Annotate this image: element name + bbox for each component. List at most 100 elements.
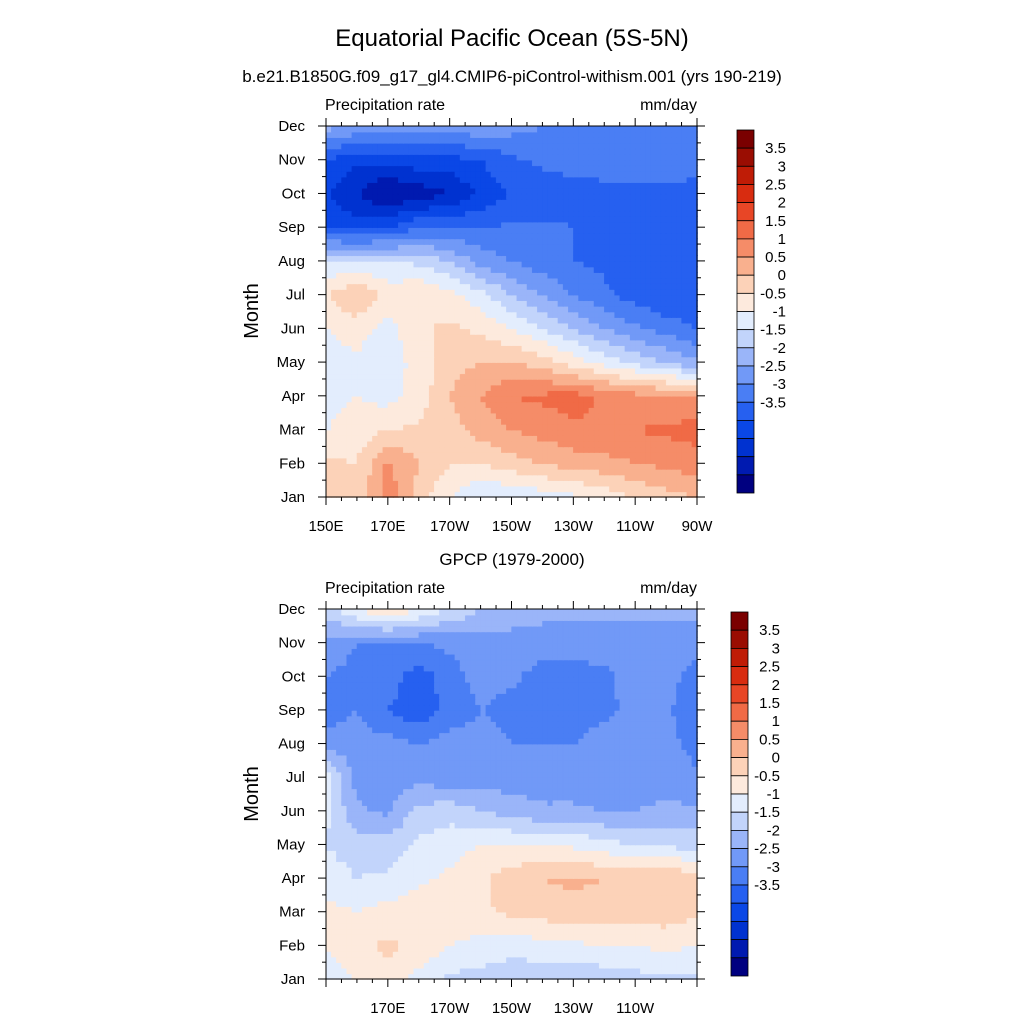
heatmap-cell <box>531 187 539 195</box>
heatmap-cell <box>660 243 667 251</box>
heatmap-cell <box>604 165 611 172</box>
heatmap-cell <box>336 474 343 481</box>
heatmap-cell <box>475 210 482 217</box>
heatmap-cell <box>490 266 497 273</box>
heatmap-cell <box>325 440 332 448</box>
heatmap-cell <box>531 260 539 268</box>
heatmap-cell <box>655 148 662 155</box>
heatmap-cell <box>681 283 688 290</box>
heatmap-cell <box>434 288 441 296</box>
x-tick-label: 90W <box>682 518 714 535</box>
heatmap-cell <box>356 328 363 335</box>
heatmap-cell <box>645 266 652 273</box>
heatmap-cell <box>377 300 384 307</box>
heatmap-cell <box>552 485 559 493</box>
heatmap-cell <box>686 159 693 167</box>
heatmap-cell <box>635 243 642 251</box>
heatmap-cell <box>470 429 477 436</box>
heatmap-cell <box>671 457 678 465</box>
heatmap-cell <box>526 361 533 369</box>
heatmap-cell <box>604 435 611 442</box>
heatmap-cell <box>372 457 379 465</box>
heatmap-cell <box>655 479 662 487</box>
heatmap-cell <box>562 243 569 251</box>
y-tick-label: May <box>277 354 306 371</box>
heatmap-cell <box>588 440 595 448</box>
heatmap-cell <box>454 479 461 487</box>
heatmap-cell <box>367 159 374 167</box>
heatmap-cell <box>645 153 652 161</box>
heatmap-cell <box>444 479 451 487</box>
heatmap-cell <box>387 474 394 481</box>
heatmap-cell <box>635 232 642 240</box>
heatmap-cell <box>640 249 647 257</box>
heatmap-cell <box>552 345 559 352</box>
heatmap-cell <box>645 148 652 155</box>
heatmap-cell <box>418 294 425 302</box>
heatmap-cell <box>434 384 441 391</box>
heatmap-cell <box>537 367 544 375</box>
heatmap-cell <box>495 339 502 346</box>
heatmap-cell <box>598 485 605 493</box>
heatmap-cell <box>439 227 446 234</box>
heatmap-cell <box>392 260 399 268</box>
heatmap-cell <box>552 429 559 436</box>
heatmap-cell <box>470 474 477 481</box>
heatmap-cell <box>604 193 611 200</box>
heatmap-cell <box>475 345 482 352</box>
heatmap-cell <box>392 125 399 133</box>
heatmap-cell <box>495 412 502 420</box>
heatmap-cell <box>676 378 683 386</box>
heatmap-cell <box>516 165 523 172</box>
heatmap-cell <box>495 215 502 223</box>
heatmap-cell <box>655 255 662 262</box>
heatmap-cell <box>542 137 549 144</box>
heatmap-cell <box>614 429 621 436</box>
heatmap-cell <box>665 322 672 330</box>
colorbar-box <box>736 256 755 276</box>
heatmap-cell <box>542 435 549 442</box>
heatmap-cell <box>403 412 410 420</box>
heatmap-cell <box>459 227 466 234</box>
heatmap-cell <box>372 451 379 459</box>
heatmap-cell <box>665 266 672 273</box>
heatmap-cell <box>475 294 482 302</box>
heatmap-cell <box>542 440 549 448</box>
heatmap-cell <box>511 311 518 318</box>
heatmap-cell <box>660 395 667 403</box>
heatmap-cell <box>459 429 466 436</box>
heatmap-cell <box>475 333 482 341</box>
heatmap-cell <box>660 485 667 493</box>
heatmap-cell <box>537 333 544 341</box>
heatmap-cell <box>511 345 518 352</box>
heatmap-cell <box>356 227 363 234</box>
heatmap-cell <box>583 350 590 358</box>
heatmap-cell <box>619 148 626 155</box>
heatmap-cell <box>341 451 348 459</box>
heatmap-cell <box>336 148 343 155</box>
heatmap-cell <box>351 322 358 330</box>
heatmap-cell <box>475 305 482 313</box>
heatmap-cell <box>557 193 564 200</box>
heatmap-cell <box>387 401 394 408</box>
y-tick-label: Nov <box>278 152 305 169</box>
heatmap-cell <box>598 311 605 318</box>
heatmap-cell <box>367 137 374 144</box>
heatmap-cell <box>336 339 343 346</box>
heatmap-cell <box>676 406 683 414</box>
heatmap-cell <box>490 232 497 240</box>
heatmap-cell <box>516 294 523 302</box>
heatmap-cell <box>387 277 394 285</box>
heatmap-cell <box>645 367 652 375</box>
heatmap-cell <box>325 283 332 290</box>
heatmap-cell <box>660 277 667 285</box>
heatmap-cell <box>423 485 430 493</box>
heatmap-cell <box>403 198 410 206</box>
heatmap-cell <box>583 378 590 386</box>
heatmap-cell <box>660 390 667 397</box>
heatmap-cell <box>325 187 332 195</box>
heatmap-cell <box>449 210 456 217</box>
heatmap-cell <box>521 260 528 268</box>
heatmap-cell <box>598 142 605 150</box>
heatmap-cell <box>330 440 338 448</box>
